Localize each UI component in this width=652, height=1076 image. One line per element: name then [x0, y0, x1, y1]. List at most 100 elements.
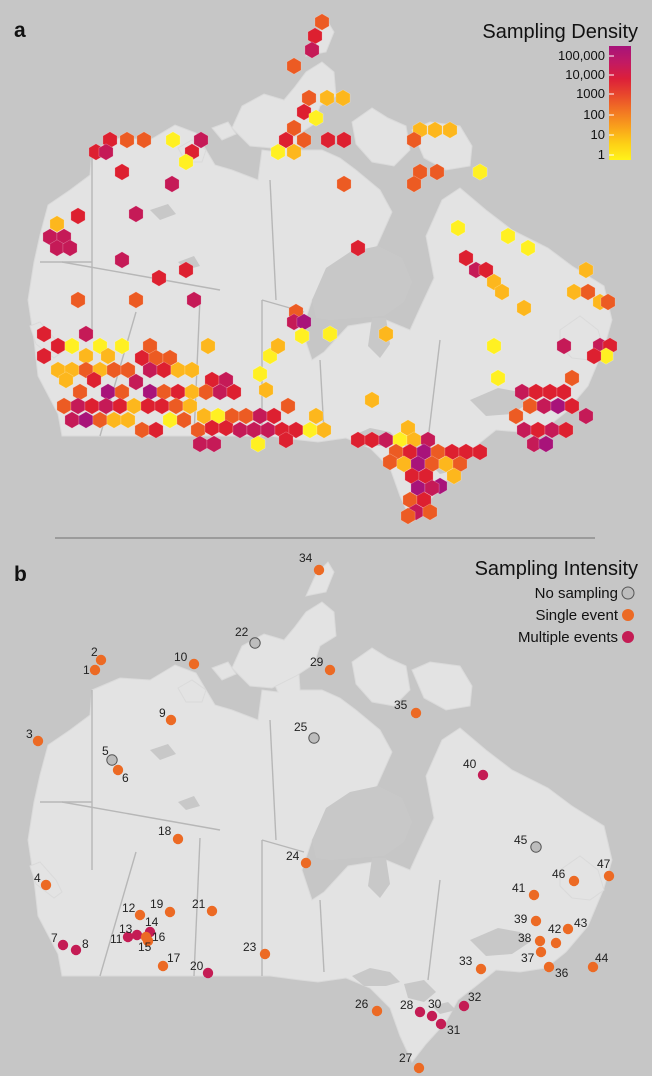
site-label-17: 17	[167, 951, 181, 965]
site-label-42: 42	[548, 922, 562, 936]
intensity-legend-title: Sampling Intensity	[475, 558, 638, 580]
density-legend-title: Sampling Density	[482, 21, 638, 43]
hexbin-cell	[252, 365, 268, 383]
hexbin-cell	[200, 337, 216, 355]
site-label-31: 31	[447, 1023, 461, 1037]
density-legend-ticks: 100,000 10,000 1000 100 10 1	[558, 48, 614, 162]
hexbin-cell	[400, 507, 416, 525]
site-label-35: 35	[394, 698, 408, 712]
site-marker-3	[32, 735, 44, 747]
hexbin-cell	[120, 361, 136, 379]
legend-label-multiple-events: Multiple events	[518, 629, 618, 646]
site-marker-33	[475, 963, 487, 975]
site-marker-6	[112, 764, 124, 776]
hexbin-layer	[36, 13, 618, 525]
hexbin-cell	[266, 407, 282, 425]
site-marker-4	[40, 879, 52, 891]
hexbin-cell	[422, 503, 438, 521]
site-marker-22	[249, 637, 261, 649]
site-label-1: 1	[83, 663, 90, 677]
site-marker-21	[206, 905, 218, 917]
site-label-23: 23	[243, 940, 257, 954]
hexbin-cell	[136, 131, 152, 149]
site-label-13: 13	[119, 922, 133, 936]
hexbin-cell	[62, 239, 78, 257]
hexbin-cell	[538, 435, 554, 453]
site-label-34: 34	[299, 551, 313, 565]
hexbin-cell	[586, 347, 602, 365]
site-label-46: 46	[552, 867, 566, 881]
site-label-29: 29	[310, 655, 324, 669]
site-label-25: 25	[294, 720, 308, 734]
site-label-12: 12	[122, 901, 136, 915]
site-label-7: 7	[51, 931, 58, 945]
density-tick-label: 1	[598, 147, 605, 162]
site-label-32: 32	[468, 990, 482, 1004]
panel-b-label: b	[14, 563, 27, 586]
hexbin-cell	[98, 143, 114, 161]
hexbin-cell	[494, 283, 510, 301]
hexbin-cell	[86, 371, 102, 389]
hexbin-cell	[322, 325, 338, 343]
hexbin-cell	[319, 89, 335, 107]
hexbin-cell	[128, 205, 144, 223]
hexbin-cell	[406, 131, 422, 149]
hexbin-cell	[114, 251, 130, 269]
site-marker-23	[259, 948, 271, 960]
site-label-28: 28	[400, 998, 414, 1012]
site-marker-9	[165, 714, 177, 726]
site-marker-20	[202, 967, 214, 979]
hexbin-cell	[336, 175, 352, 193]
hexbin-cell	[114, 163, 130, 181]
site-label-8: 8	[82, 937, 89, 951]
hexbin-cell	[278, 131, 294, 149]
site-label-14: 14	[145, 915, 159, 929]
hexbin-cell	[490, 369, 506, 387]
hexbin-cell	[500, 227, 516, 245]
site-marker-37	[535, 946, 547, 958]
hexbin-cell	[148, 421, 164, 439]
hexbin-cell	[486, 337, 502, 355]
hexbin-cell	[58, 371, 74, 389]
hexbin-cell	[92, 337, 108, 355]
site-label-37: 37	[521, 951, 535, 965]
site-marker-38	[534, 935, 546, 947]
site-marker-13	[131, 929, 143, 941]
site-marker-8	[70, 944, 82, 956]
site-label-43: 43	[574, 916, 588, 930]
hexbin-cell	[128, 291, 144, 309]
site-marker-35	[410, 707, 422, 719]
panel-a-label: a	[14, 19, 26, 42]
site-label-21: 21	[192, 897, 206, 911]
site-marker-17	[157, 960, 169, 972]
site-marker-28	[414, 1006, 426, 1018]
hexbin-cell	[336, 131, 352, 149]
site-marker-34	[313, 564, 325, 576]
hexbin-cell	[508, 407, 524, 425]
panel-divider	[55, 537, 595, 539]
legend-marker-no-sampling	[621, 586, 635, 600]
hexbin-cell	[286, 57, 302, 75]
site-label-6: 6	[122, 771, 129, 785]
site-marker-1	[89, 664, 101, 676]
site-label-47: 47	[597, 857, 611, 871]
site-marker-27	[413, 1062, 425, 1074]
hexbin-cell	[49, 215, 65, 233]
hexbin-cell	[178, 261, 194, 279]
legend-marker-multiple-events	[622, 631, 634, 643]
hexbin-cell	[218, 419, 234, 437]
hexbin-cell	[580, 283, 596, 301]
hexbin-cell	[424, 479, 440, 497]
panel-a: a Sampling Density 100,00010,00010001001…	[14, 13, 638, 525]
site-marker-36	[543, 961, 555, 973]
site-label-16: 16	[152, 930, 166, 944]
density-tick-label: 100,000	[558, 48, 605, 63]
hexbin-cell	[472, 163, 488, 181]
hexbin-cell	[120, 411, 136, 429]
hexbin-cell	[206, 435, 222, 453]
hexbin-cell	[486, 273, 502, 291]
hexbin-cell	[600, 293, 616, 311]
site-label-11: 11	[110, 932, 123, 946]
site-label-44: 44	[595, 951, 609, 965]
hexbin-cell	[564, 369, 580, 387]
